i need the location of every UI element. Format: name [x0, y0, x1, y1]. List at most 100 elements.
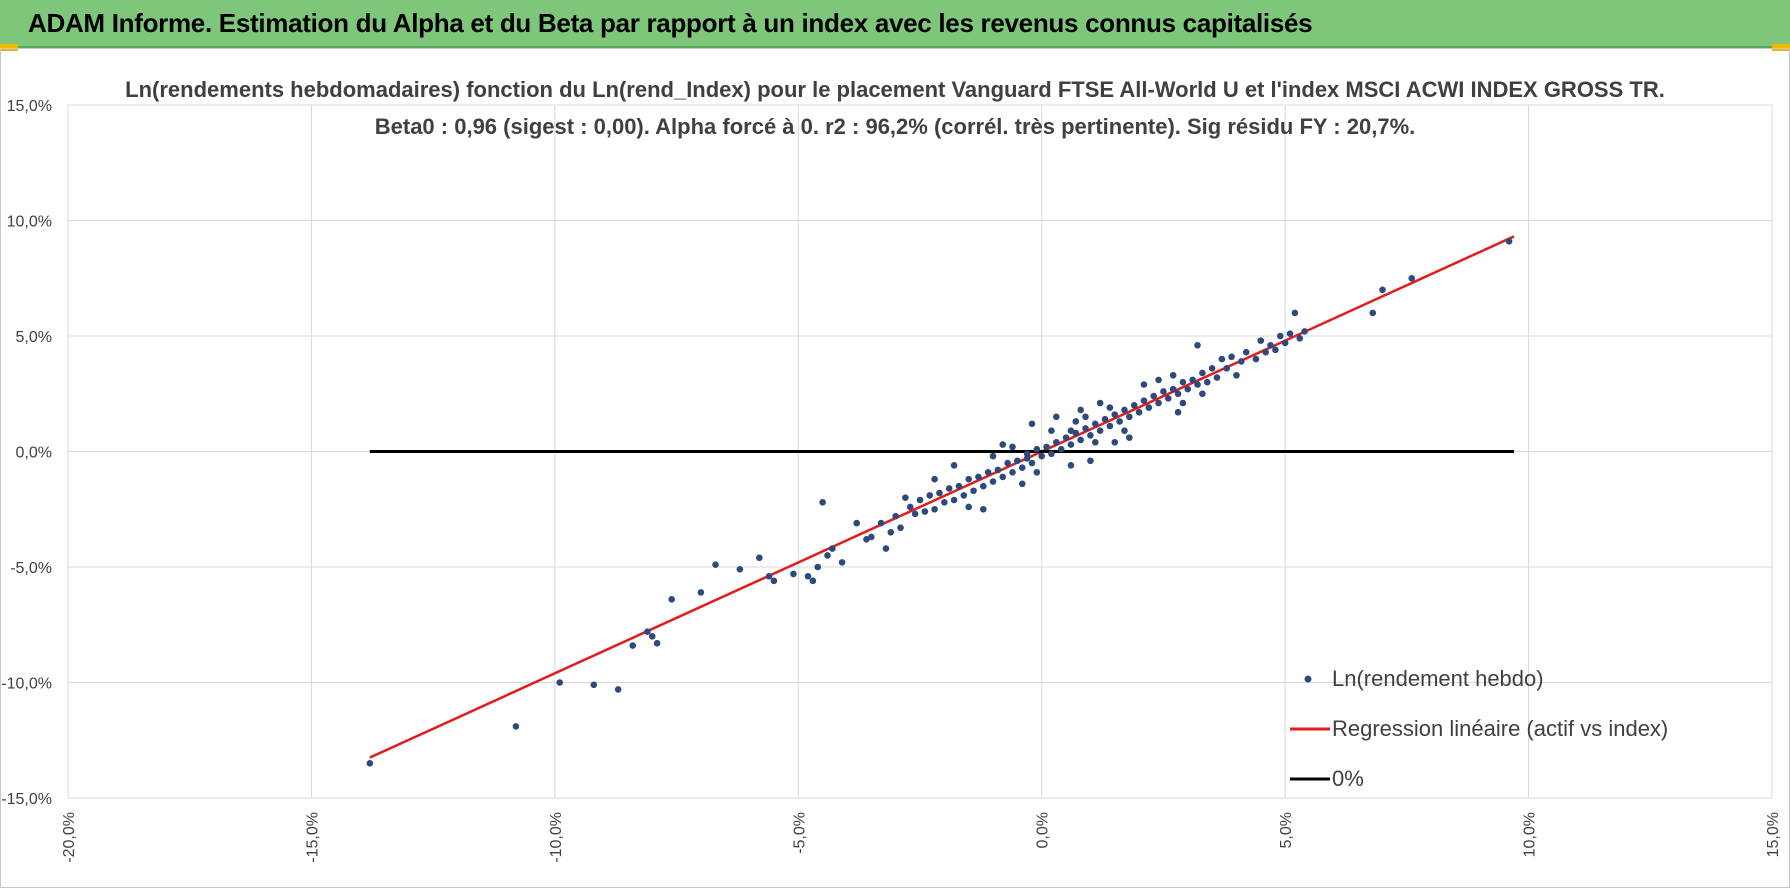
data-point — [1203, 378, 1211, 386]
data-point — [838, 559, 846, 566]
data-point — [960, 492, 968, 499]
data-point — [1082, 425, 1089, 432]
data-point — [819, 499, 826, 506]
y-tick-label: -5,0% — [10, 560, 52, 577]
data-point — [1286, 330, 1294, 337]
data-point — [756, 554, 763, 562]
data-point — [712, 561, 719, 568]
data-point — [1096, 399, 1104, 407]
data-point — [1038, 452, 1046, 460]
x-tick-label: -15,0% — [304, 812, 321, 863]
data-point — [1053, 438, 1060, 446]
x-tick-label: 10,0% — [1522, 812, 1539, 857]
data-point — [1252, 355, 1260, 363]
y-tick-label: -15,0% — [1, 791, 52, 808]
data-point — [765, 572, 773, 580]
data-point — [1067, 427, 1075, 435]
data-point — [926, 492, 934, 499]
data-point — [1004, 459, 1011, 467]
data-point — [892, 512, 899, 520]
data-point — [1257, 337, 1265, 344]
data-point — [804, 572, 812, 580]
data-point — [1179, 378, 1187, 386]
legend-label: Regression linéaire (actif vs index) — [1332, 716, 1668, 741]
data-point — [882, 545, 890, 552]
data-point — [950, 496, 958, 504]
data-point — [1194, 341, 1201, 349]
data-point — [1009, 443, 1016, 451]
data-point — [1218, 355, 1226, 363]
data-point — [950, 462, 958, 469]
data-point — [1208, 365, 1216, 372]
data-point — [644, 628, 651, 635]
data-point — [931, 505, 938, 513]
chart-subtitle: Beta0 : 0,96 (sigest : 0,00). Alpha forc… — [375, 114, 1416, 139]
x-tick-label: 0,0% — [1035, 812, 1052, 848]
data-point — [1145, 404, 1153, 411]
data-point — [1233, 371, 1240, 379]
regression-line — [369, 235, 1515, 759]
data-point — [1155, 376, 1162, 384]
data-point — [366, 760, 374, 767]
data-point — [902, 494, 909, 502]
data-point — [1023, 450, 1031, 458]
data-point — [1238, 358, 1245, 365]
data-point — [1009, 468, 1016, 476]
data-point — [1164, 395, 1172, 402]
data-point — [1174, 408, 1182, 416]
data-point — [1028, 459, 1036, 467]
data-point — [1018, 480, 1026, 488]
data-point — [1067, 462, 1075, 469]
data-point — [1140, 381, 1148, 388]
data-point — [931, 475, 938, 483]
data-point — [906, 503, 914, 511]
data-point — [1121, 406, 1128, 414]
data-point — [936, 489, 943, 497]
data-point — [1053, 413, 1060, 421]
data-point — [999, 473, 1007, 481]
x-tick-label: -5,0% — [791, 812, 808, 854]
data-point — [1408, 274, 1416, 282]
x-tick-label: -20,0% — [61, 812, 78, 863]
data-point — [1179, 399, 1187, 407]
data-point — [1189, 376, 1196, 384]
data-point — [1087, 457, 1094, 465]
data-point — [1077, 436, 1084, 444]
data-point — [1018, 464, 1026, 471]
data-point — [653, 639, 661, 647]
data-point — [1281, 339, 1289, 347]
data-point — [629, 642, 637, 649]
data-point — [1169, 371, 1177, 379]
data-point — [1160, 388, 1167, 395]
data-point — [1291, 309, 1299, 317]
data-point — [1199, 390, 1206, 398]
data-point — [1096, 427, 1104, 435]
data-point — [1505, 237, 1513, 245]
data-point — [556, 679, 564, 686]
chart-legend: Ln(rendement hebdo) Regression linéaire (… — [1290, 666, 1668, 791]
data-point — [1101, 415, 1109, 423]
data-point — [1140, 397, 1148, 404]
data-point — [1091, 438, 1099, 446]
data-point — [1223, 365, 1231, 372]
data-point — [911, 510, 919, 518]
data-point — [975, 473, 982, 481]
data-point — [1174, 390, 1182, 398]
data-point — [984, 468, 992, 476]
data-point — [941, 499, 948, 506]
legend-label: Ln(rendement hebdo) — [1332, 666, 1544, 691]
banner-title: ADAM Informe. Estimation du Alpha et du … — [28, 8, 1313, 38]
data-point — [970, 487, 977, 495]
data-point — [1262, 348, 1269, 356]
data-point — [1213, 374, 1221, 381]
data-point — [1091, 420, 1099, 428]
data-point — [1267, 341, 1274, 349]
data-point — [1126, 434, 1133, 441]
chart-title: Ln(rendements hebdomadaires) fonction du… — [125, 77, 1665, 102]
data-point — [853, 519, 861, 527]
data-point — [1033, 468, 1041, 476]
y-tick-label: 10,0% — [7, 214, 52, 231]
data-point — [945, 485, 953, 492]
data-point — [979, 482, 987, 490]
